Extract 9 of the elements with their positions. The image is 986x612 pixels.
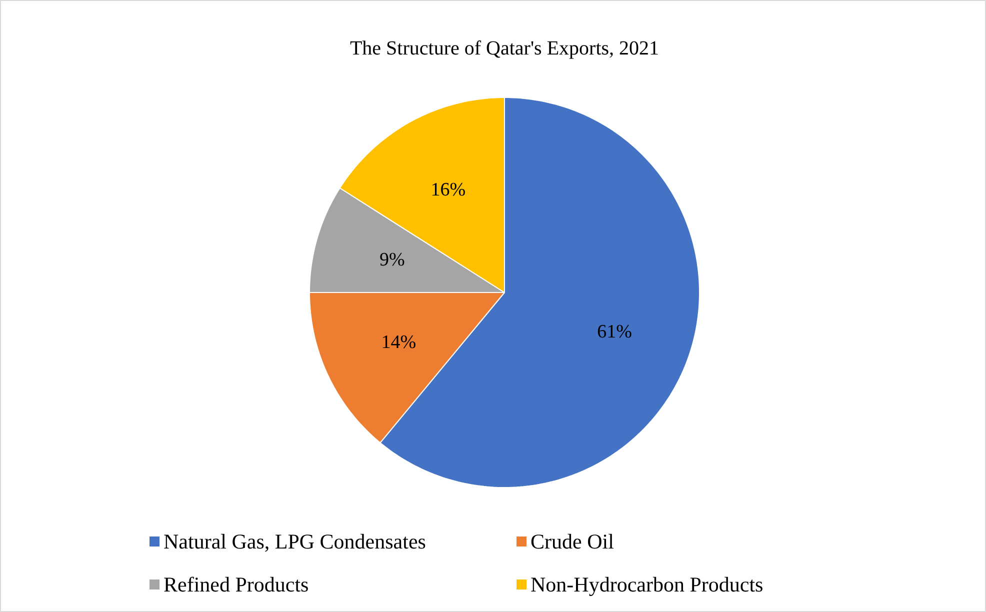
chart-title: The Structure of Qatar's Exports, 2021	[350, 38, 660, 60]
legend-label: Non-Hydrocarbon Products	[530, 572, 764, 596]
data-label: 9%	[379, 249, 405, 270]
data-label: 61%	[597, 322, 632, 343]
legend-label: Natural Gas, LPG Condensates	[164, 530, 426, 554]
data-label: 16%	[430, 179, 466, 200]
legend-label: Refined Products	[164, 572, 309, 596]
data-label: 14%	[381, 332, 416, 353]
legend-label: Crude Oil	[530, 530, 614, 554]
